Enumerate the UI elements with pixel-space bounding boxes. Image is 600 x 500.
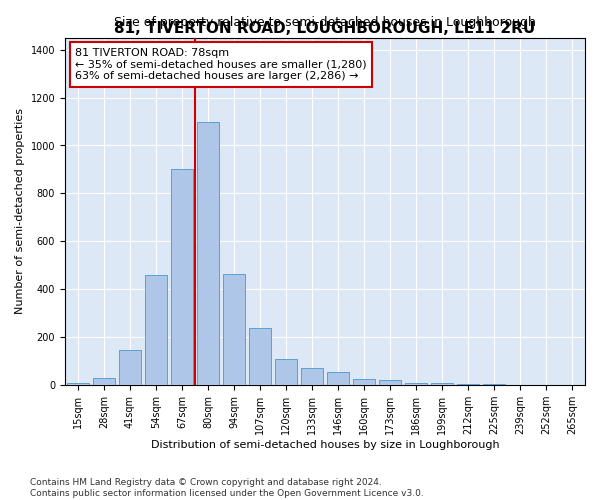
Bar (353, 379, 375, 385)
Bar (67, 384, 89, 385)
Bar (327, 372, 349, 385)
Bar (197, 122, 219, 385)
Bar (171, 170, 193, 385)
Text: 81 TIVERTON ROAD: 78sqm
← 35% of semi-detached houses are smaller (1,280)
63% of: 81 TIVERTON ROAD: 78sqm ← 35% of semi-de… (76, 48, 367, 82)
Text: Contains HM Land Registry data © Crown copyright and database right 2024.
Contai: Contains HM Land Registry data © Crown c… (30, 478, 424, 498)
Bar (431, 383, 453, 385)
Bar (145, 275, 167, 385)
Text: Size of property relative to semi-detached houses in Loughborough: Size of property relative to semi-detach… (114, 16, 536, 29)
Title: 81, TIVERTON ROAD, LOUGHBOROUGH, LE11 2RU: 81, TIVERTON ROAD, LOUGHBOROUGH, LE11 2R… (115, 22, 536, 36)
Bar (509, 384, 531, 385)
Bar (379, 380, 401, 385)
Bar (405, 383, 427, 385)
Bar (483, 384, 505, 385)
Bar (93, 378, 115, 385)
Bar (119, 350, 141, 385)
Y-axis label: Number of semi-detached properties: Number of semi-detached properties (15, 108, 25, 314)
Bar (249, 328, 271, 385)
Bar (223, 274, 245, 385)
Bar (457, 384, 479, 385)
X-axis label: Distribution of semi-detached houses by size in Loughborough: Distribution of semi-detached houses by … (151, 440, 499, 450)
Bar (535, 384, 557, 385)
Bar (301, 368, 323, 385)
Bar (275, 359, 297, 385)
